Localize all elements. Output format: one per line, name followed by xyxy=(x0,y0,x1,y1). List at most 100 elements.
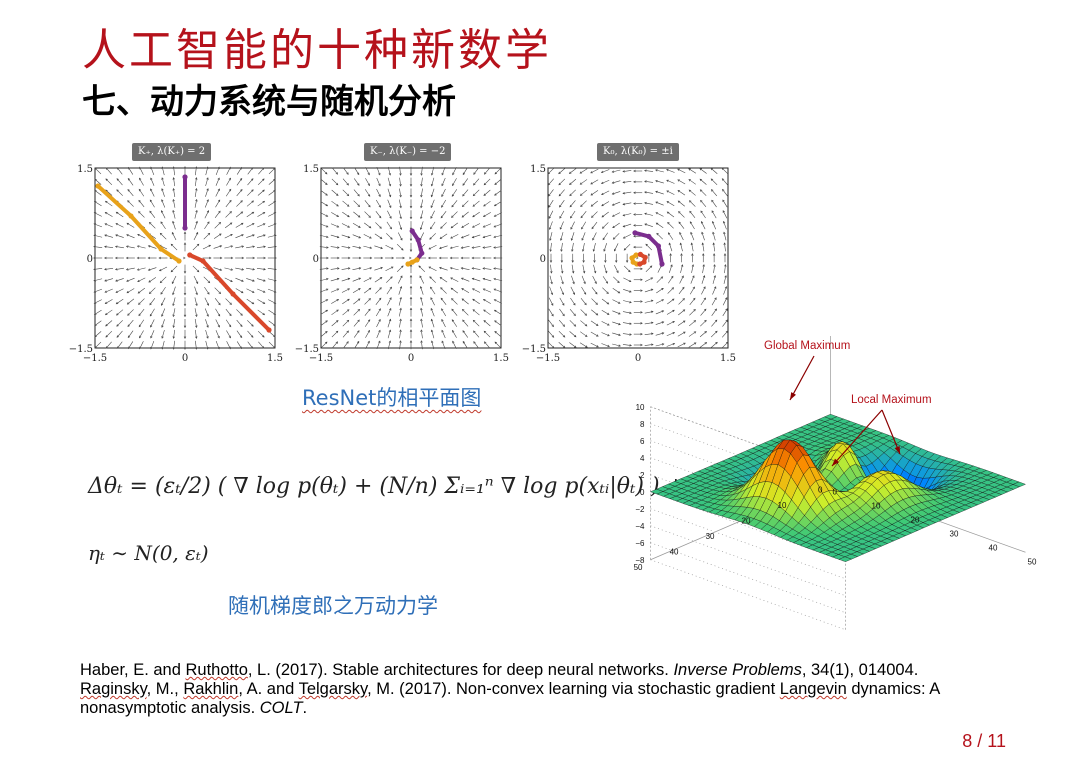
field-arrow xyxy=(93,223,103,228)
field-arrow-head xyxy=(441,183,444,187)
field-arrow-head xyxy=(183,303,187,307)
field-arrow-head xyxy=(548,194,551,197)
vector-field xyxy=(547,167,729,349)
field-arrow-head xyxy=(172,325,175,329)
field-arrow-head xyxy=(701,231,704,235)
field-arrow xyxy=(363,267,372,271)
field-arrow-head xyxy=(367,329,370,333)
field-arrow-head xyxy=(206,199,209,202)
field-arrow-head xyxy=(602,237,605,241)
field-arrow xyxy=(666,190,675,195)
field-arrow-head xyxy=(127,189,130,192)
field-arrow xyxy=(666,332,675,337)
field-arrow xyxy=(116,309,124,316)
field-arrow-head xyxy=(263,279,266,282)
field-arrow xyxy=(215,319,220,328)
field-arrow-head xyxy=(346,183,349,186)
field-arrow-head xyxy=(337,256,340,260)
field-arrow xyxy=(115,278,124,282)
field-arrow xyxy=(429,233,436,240)
field-arrow xyxy=(580,298,587,305)
field-arrow-head xyxy=(677,190,681,193)
field-arrow xyxy=(205,319,209,328)
field-arrow xyxy=(138,189,145,197)
field-arrow xyxy=(319,234,329,238)
field-arrow xyxy=(622,191,632,194)
field-arrow xyxy=(150,340,155,350)
field-arrow-head xyxy=(138,199,141,203)
field-arrow xyxy=(353,319,360,327)
field-arrow-head xyxy=(172,166,176,169)
field-arrow xyxy=(677,331,686,337)
field-arrow-head xyxy=(651,343,654,346)
trajectory-point xyxy=(405,261,411,267)
field-arrow-head xyxy=(460,277,464,280)
field-arrow-head xyxy=(183,292,187,296)
field-arrow xyxy=(105,200,113,207)
field-arrow xyxy=(353,211,361,218)
field-arrow xyxy=(655,201,664,206)
field-arrow xyxy=(644,191,654,194)
field-arrow xyxy=(452,178,457,186)
field-arrow xyxy=(149,199,155,208)
field-arrow xyxy=(204,221,210,230)
field-arrow xyxy=(601,211,609,218)
trajectory-point xyxy=(409,228,415,234)
field-arrow xyxy=(320,178,328,185)
field-arrow-head xyxy=(357,308,361,312)
field-arrow-head xyxy=(462,330,465,333)
field-arrow-head xyxy=(274,267,277,271)
field-arrow-head xyxy=(450,236,453,239)
field-arrow xyxy=(139,330,144,338)
field-arrow xyxy=(94,341,102,349)
field-arrow-head xyxy=(206,336,209,339)
field-arrow-head xyxy=(688,200,692,203)
field-arrow xyxy=(363,234,372,239)
field-arrow-head xyxy=(714,297,717,300)
field-arrow xyxy=(160,286,166,295)
field-arrow-head xyxy=(723,231,726,235)
field-arrow xyxy=(439,267,448,271)
field-arrow-head xyxy=(217,313,221,317)
field-arrow-head xyxy=(493,288,497,291)
field-arrow-head xyxy=(611,214,615,217)
field-arrow xyxy=(547,341,555,349)
field-arrow-head xyxy=(183,271,187,274)
field-arrow xyxy=(93,268,103,270)
field-arrow-head xyxy=(195,281,199,285)
field-arrow xyxy=(582,264,585,274)
field-arrow xyxy=(612,310,621,315)
tick-label: 0 xyxy=(182,353,188,364)
field-arrow-head xyxy=(347,298,350,302)
field-arrow xyxy=(268,309,276,315)
field-arrow xyxy=(115,246,124,249)
field-arrow xyxy=(224,277,233,282)
field-arrow xyxy=(483,278,492,282)
field-arrow xyxy=(104,288,113,293)
field-arrow xyxy=(612,191,621,195)
field-arrow xyxy=(94,167,102,175)
field-arrow xyxy=(602,232,608,240)
field-arrow xyxy=(462,178,469,186)
field-arrow-head xyxy=(262,178,265,181)
field-arrow-head xyxy=(723,253,727,256)
field-arrow-head xyxy=(655,169,658,172)
field-arrow-head xyxy=(183,256,186,260)
field-arrow xyxy=(483,178,491,186)
field-arrow xyxy=(612,212,621,217)
field-arrow xyxy=(472,278,481,282)
field-arrow-head xyxy=(699,189,703,192)
field-arrow-head xyxy=(561,292,565,296)
field-arrow xyxy=(224,267,233,271)
field-arrow xyxy=(331,299,339,304)
field-arrow xyxy=(431,188,435,197)
tick-label: 0 xyxy=(87,254,93,265)
field-arrow xyxy=(94,309,102,315)
field-arrow-head xyxy=(369,236,372,239)
field-arrow-head xyxy=(217,199,221,203)
field-arrow xyxy=(430,199,435,208)
field-arrow-head xyxy=(571,260,574,263)
field-arrow-head xyxy=(207,221,210,224)
field-arrow-head xyxy=(115,223,119,226)
